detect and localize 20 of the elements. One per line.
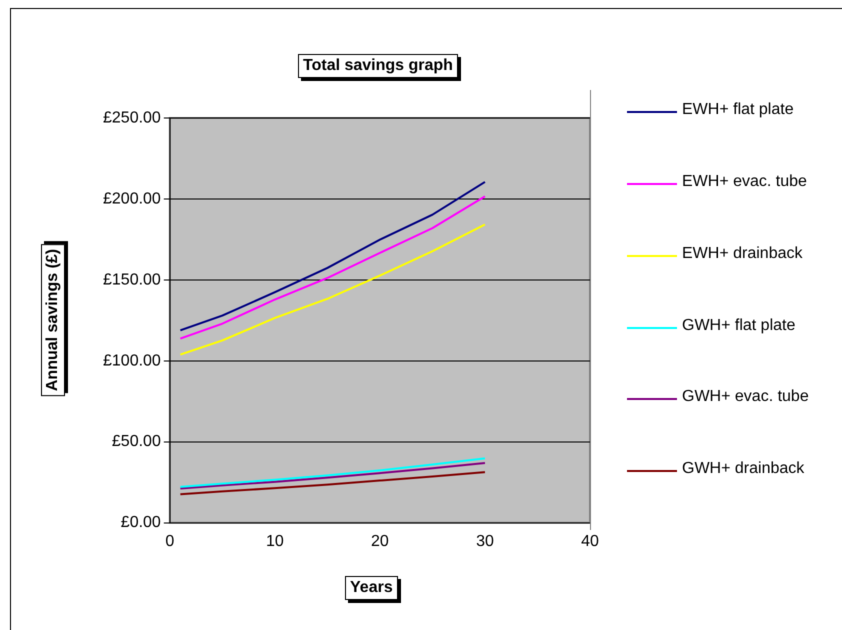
legend-label: EWH+ flat plate [682,100,795,120]
x-tick-label: 30 [476,532,494,550]
legend-label: GWH+ flat plate [682,316,796,336]
chart-title: Total savings graph [298,54,458,78]
y-tick-label: £150.00 [102,271,161,288]
legend-label: GWH+ evac. tube [682,387,810,408]
x-axis-title: Years [345,576,398,600]
y-tick-label: £200.00 [102,190,161,208]
x-tick-label: 0 [165,532,174,550]
x-tick-label: 40 [581,532,599,550]
x-tick-label: 20 [371,532,389,550]
legend-label: GWH+ drainback [682,459,806,480]
legend-label: EWH+ evac. tube [682,172,808,192]
y-tick-label: £100.00 [102,352,161,370]
y-tick-label: £50.00 [112,433,161,450]
y-tick-label: £0.00 [120,514,161,532]
legend-label: EWH+ drainback [682,244,804,264]
y-axis-title: Annual savings (£) [41,244,65,396]
y-tick-label: £250.00 [102,109,161,126]
x-tick-label: 10 [266,532,284,550]
